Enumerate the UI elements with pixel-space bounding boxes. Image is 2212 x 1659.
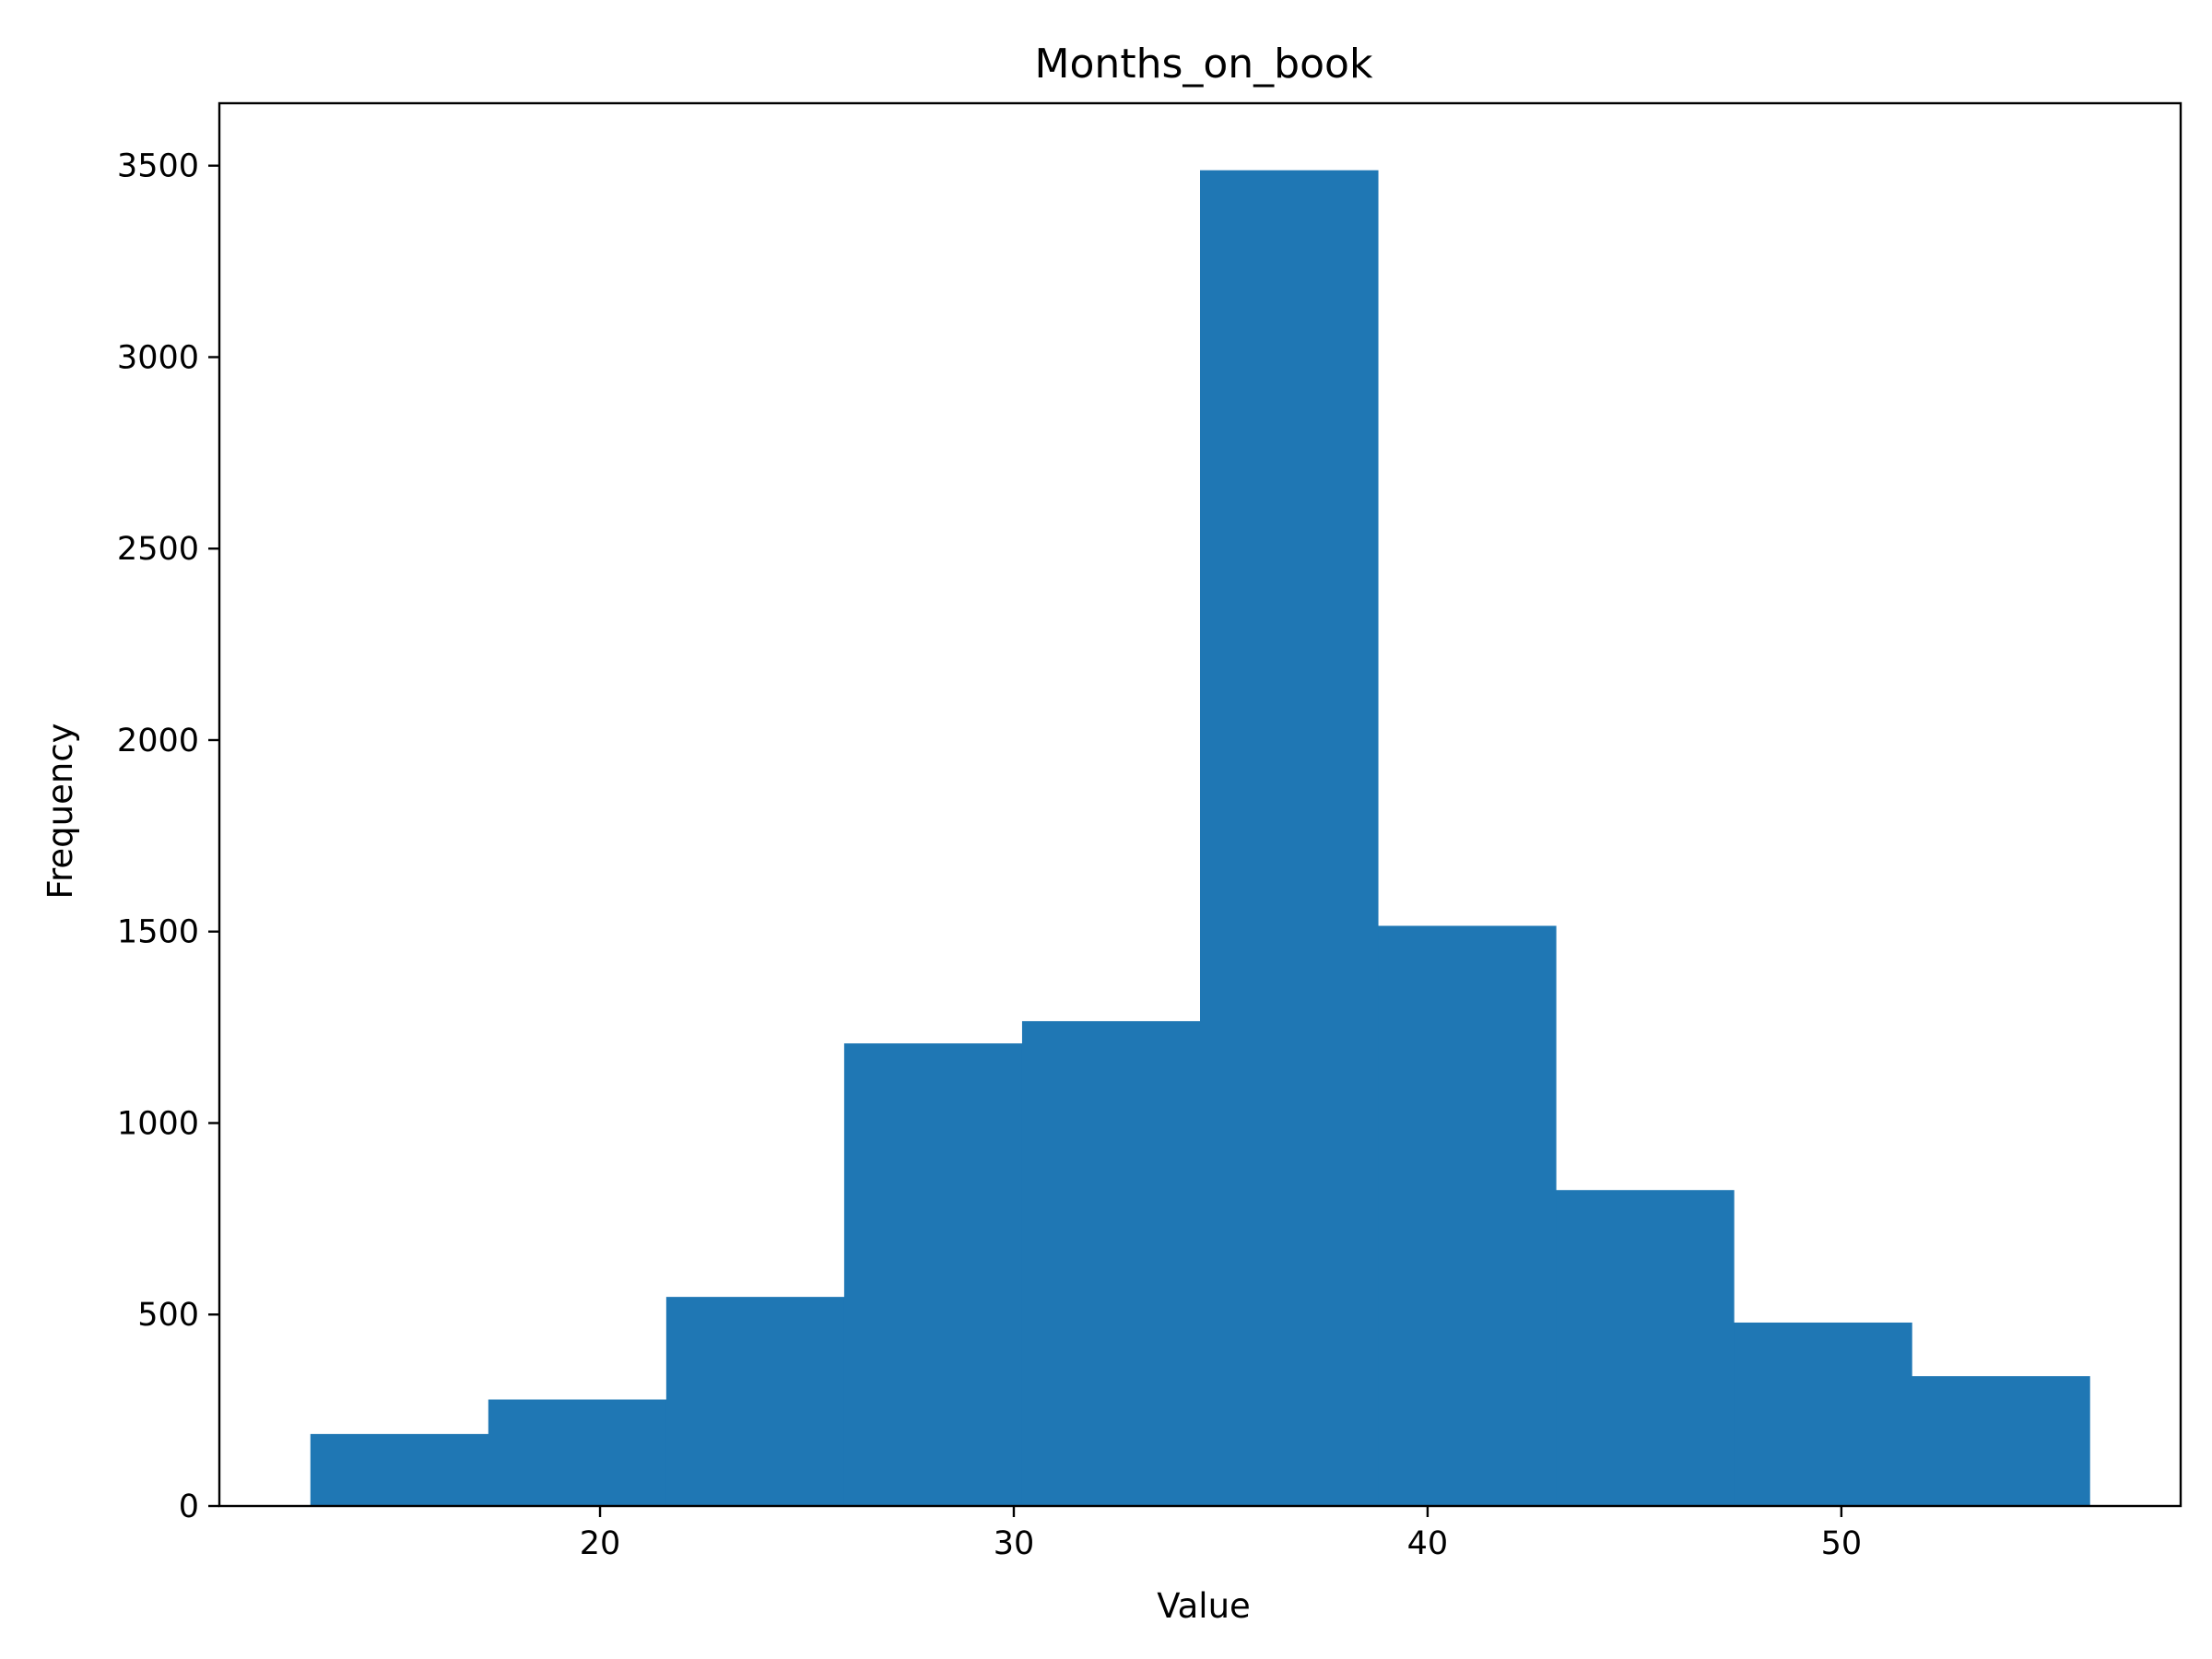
x-tick-label: 50: [1821, 1525, 1863, 1562]
y-tick-label: 500: [137, 1297, 199, 1334]
x-tick-label: 40: [1407, 1525, 1449, 1562]
y-tick-label: 2500: [117, 531, 199, 568]
y-tick-label: 3500: [117, 148, 199, 185]
y-axis-ticks: 0 500 1000 1500 2000 2500 3000 3500: [117, 148, 219, 1525]
histogram-bar: [1021, 1020, 1201, 1506]
y-tick-label: 0: [179, 1488, 199, 1525]
histogram-bar: [1200, 170, 1379, 1507]
histogram-bar: [1378, 925, 1557, 1506]
histogram-bar: [843, 1043, 1023, 1506]
y-axis-label: Frequency: [41, 723, 80, 899]
histogram-bar: [488, 1399, 667, 1506]
x-axis-label: Value: [1157, 1586, 1251, 1626]
y-tick-label: 1000: [117, 1105, 199, 1142]
chart-title: Months_on_book: [1035, 41, 1373, 88]
y-tick-label: 2000: [117, 723, 199, 759]
x-tick-label: 30: [994, 1525, 1035, 1562]
histogram-bar: [665, 1297, 845, 1506]
x-axis-ticks: 20 30 40 50: [580, 1506, 1862, 1562]
histogram-bar: [1912, 1376, 2090, 1506]
histogram-bar: [1734, 1322, 1912, 1506]
histogram-bar: [1556, 1190, 1735, 1506]
plot-frame: [218, 101, 2183, 1508]
y-tick-label: 1500: [117, 914, 199, 951]
x-tick-label: 20: [580, 1525, 621, 1562]
bars-group: [310, 170, 2090, 1507]
histogram-bar: [310, 1433, 489, 1506]
y-tick-label: 3000: [117, 339, 199, 376]
